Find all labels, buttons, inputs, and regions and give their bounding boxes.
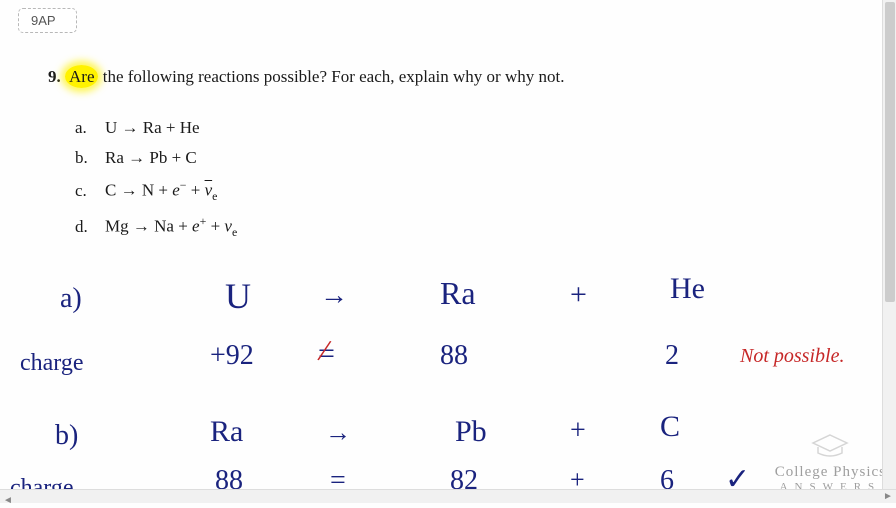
work-a-neq: = / [318, 337, 335, 371]
option-d: d. Mg → Na + e+ + νe [75, 214, 237, 240]
work-a-charge-p1: 88 [440, 340, 468, 372]
option-letter: c. [75, 181, 105, 201]
option-c: c. C → N + e− + νe [75, 178, 237, 204]
scroll-right-icon[interactable]: ► [880, 490, 896, 504]
work-a-product2: He [670, 272, 705, 306]
graduation-cap-icon [810, 432, 850, 460]
work-a-charge-label: charge [20, 350, 84, 377]
work-a-verdict: Not possible. [740, 345, 844, 368]
work-b-reactant: Ra [210, 415, 243, 449]
options-list: a. U → Ra + He b. Ra → Pb + C c. C → N +… [75, 118, 237, 250]
highlighted-word: Are [65, 65, 98, 88]
scrollbar-thumb[interactable] [885, 2, 895, 302]
option-equation: C → N + e− + νe [105, 178, 217, 204]
option-equation: Mg → Na + e+ + νe [105, 214, 237, 240]
option-equation: U → Ra + He [105, 118, 200, 138]
work-a-product1: Ra [440, 275, 476, 312]
option-b: b. Ra → Pb + C [75, 148, 237, 168]
work-b-arrow: → [325, 418, 351, 448]
watermark-line1: College Physics [775, 464, 886, 481]
q-text-after: the following reactions possible? For ea… [98, 67, 564, 86]
work-b-product1: Pb [455, 415, 487, 449]
option-equation: Ra → Pb + C [105, 148, 197, 168]
work-a-arrow: → [320, 280, 348, 312]
problem-badge-text: 9AP [31, 13, 56, 28]
work-a-charge-p2: 2 [665, 340, 679, 372]
question-block: 9. Are the following reactions possible?… [48, 65, 608, 89]
work-a-plus: + [570, 278, 587, 312]
question-number: 9. [48, 67, 61, 86]
option-letter: d. [75, 217, 105, 237]
watermark: College Physics Answers [775, 432, 886, 493]
work-a-charge-lhs: +92 [210, 340, 254, 372]
option-a: a. U → Ra + He [75, 118, 237, 138]
work-b-product2: C [660, 410, 680, 444]
option-letter: b. [75, 148, 105, 168]
work-b-plus: + [570, 415, 586, 447]
horizontal-scrollbar[interactable]: ◄ ► [0, 489, 896, 503]
option-letter: a. [75, 118, 105, 138]
problem-badge: 9AP [18, 8, 77, 33]
scroll-left-icon[interactable]: ◄ [0, 494, 16, 508]
work-b-label: b) [55, 420, 78, 452]
work-a-label: a) [60, 283, 82, 315]
vertical-scrollbar[interactable] [882, 0, 896, 503]
work-a-reactant: U [225, 275, 251, 317]
